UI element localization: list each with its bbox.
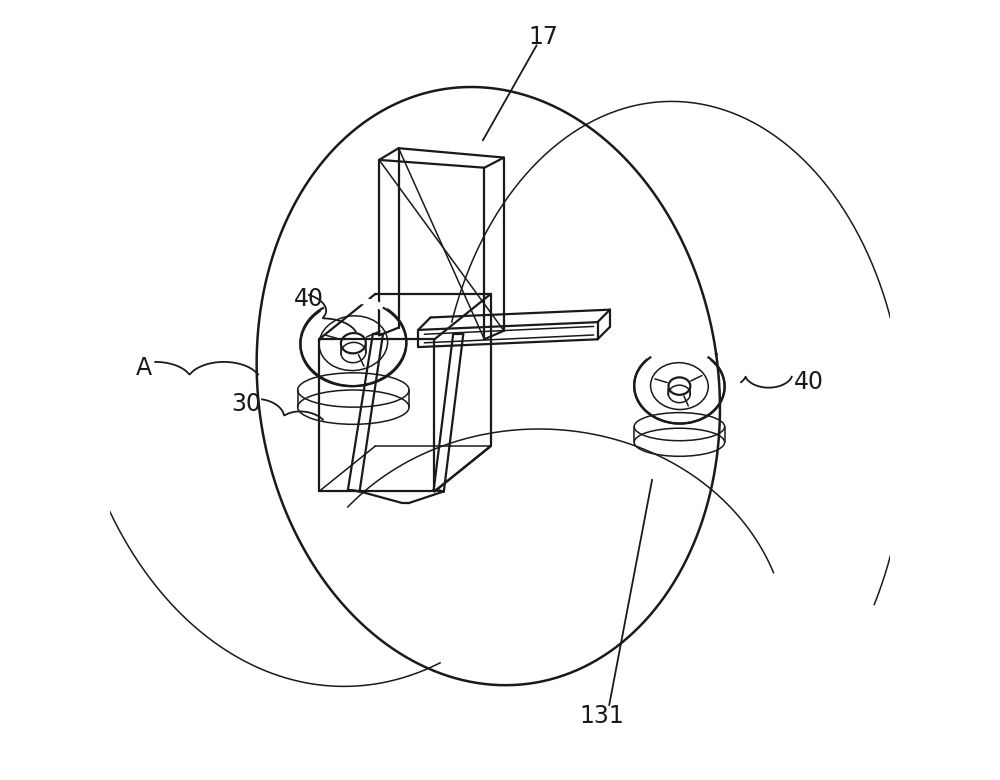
Text: A: A [135, 356, 152, 380]
Text: 30: 30 [232, 392, 262, 416]
Text: 40: 40 [794, 370, 824, 394]
Text: 40: 40 [294, 287, 324, 310]
Text: 131: 131 [579, 704, 624, 728]
Text: 17: 17 [528, 26, 558, 49]
